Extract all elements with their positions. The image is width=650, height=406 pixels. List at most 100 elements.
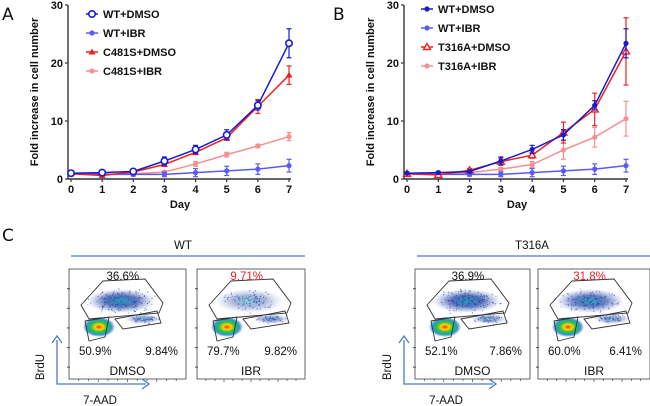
- panel-label-b: B: [333, 5, 345, 25]
- data-point: [255, 166, 261, 172]
- g1-gate: [553, 316, 579, 342]
- x-tick-label: 6: [255, 184, 261, 196]
- x-tick-label: 0: [404, 184, 410, 196]
- s-phase-gate: [426, 278, 510, 320]
- data-point: [498, 171, 504, 177]
- legend-item: WT+IBR: [421, 23, 481, 35]
- data-point: [498, 158, 504, 164]
- legend-item: WT+IBR: [86, 28, 146, 40]
- g2m-gate: [460, 310, 508, 330]
- series-line: [70, 42, 290, 174]
- chart-a-legend: WT+DMSO WT+IBR C481S+DMSO C481S+IBR: [86, 9, 177, 78]
- g1-gate: [84, 316, 110, 342]
- flow-axes-t316a: BrdU 7-AAD: [382, 334, 498, 406]
- data-point: [255, 143, 261, 149]
- chart-b-legend: WT+DMSO WT+IBR T316A+DMSO T316A+IBR: [421, 4, 511, 73]
- chart-b-axes: 0 1 2 3 4 5 6 7 0 10 20 30: [387, 0, 629, 196]
- g2m-percent: 6.41%: [609, 346, 642, 358]
- arrow-right-icon: [488, 378, 498, 390]
- x-tick-label: 4: [529, 184, 536, 196]
- data-point: [224, 152, 230, 158]
- g1-gate: [430, 316, 456, 342]
- chart-b-ylabel: Fold increase in cell number: [365, 17, 377, 166]
- y-tick-label: 0: [393, 174, 399, 186]
- series-wt-dmso: [67, 28, 293, 178]
- legend-item: WT+DMSO: [86, 9, 160, 21]
- s-phase-percent: 31.8%: [573, 271, 606, 283]
- y-tick-label: 20: [387, 58, 399, 70]
- legend-marker: [88, 48, 96, 55]
- legend-marker: [88, 10, 97, 19]
- g2m-cloud: [253, 314, 289, 324]
- g2m-gate: [114, 310, 162, 330]
- data-point: [435, 170, 441, 176]
- panel-label-a: A: [2, 5, 14, 25]
- s-phase-cloud: [215, 289, 283, 313]
- x-axis-label-7aad: 7-AAD: [429, 395, 463, 406]
- data-point: [286, 134, 292, 140]
- legend-item: C481S+DMSO: [86, 47, 177, 59]
- y-tick-label: 20: [51, 58, 63, 70]
- legend-marker: [424, 6, 430, 12]
- flow-axes-wt: BrdU 7-AAD: [35, 334, 151, 406]
- y-tick-label: 30: [51, 0, 63, 12]
- data-point: [67, 169, 76, 178]
- chart-a-ylabel: Fold increase in cell number: [29, 17, 41, 166]
- flow-plot-wt-ibr: 9.71% 79.7% 9.82%IBR: [195, 268, 306, 382]
- y-tick-label: 30: [387, 0, 399, 12]
- chart-a-xlabel: Day: [170, 199, 191, 211]
- data-point: [623, 116, 629, 122]
- flow-group-wt: WT: [71, 240, 305, 257]
- x-tick-label: 3: [161, 184, 167, 196]
- legend-marker: [89, 68, 95, 74]
- x-tick-label: 5: [224, 184, 230, 196]
- legend-item: T316A+DMSO: [421, 42, 511, 54]
- group-label-t316a: T316A: [515, 240, 549, 252]
- g1-percent: 79.7%: [207, 346, 240, 358]
- flow-plot-t316a-ibr: 31.8% 60.0% 6.41% IBR: [536, 268, 650, 382]
- s-phase-percent: 36.6%: [107, 271, 140, 283]
- data-point: [560, 147, 567, 153]
- y-axis-label-brdu: BrdU: [382, 354, 394, 380]
- x-tick-label: 4: [193, 184, 200, 196]
- condition-label: DMSO: [455, 364, 491, 378]
- g1-percent: 60.0%: [548, 346, 581, 358]
- x-tick-label: 1: [435, 184, 441, 196]
- series-c481s-dmso: [67, 65, 293, 179]
- legend-label: C481S+DMSO: [103, 47, 177, 59]
- chart-b: 0 1 2 3 4 5 6 7 0 10 20 30 WT+DMSO WT+IBR T316A+DMSO T…: [365, 0, 631, 211]
- legend-marker: [424, 25, 430, 31]
- legend-label: WT+IBR: [438, 23, 481, 35]
- condition-label: IBR: [584, 364, 604, 378]
- data-point: [404, 170, 410, 176]
- series-line: [406, 42, 627, 174]
- y-tick-label: 10: [51, 116, 63, 128]
- legend-marker: [424, 63, 430, 69]
- series-wt-dmso: [404, 28, 629, 176]
- data-point: [560, 132, 567, 138]
- s-phase-gate: [549, 278, 633, 320]
- g2m-percent: 7.86%: [489, 346, 522, 358]
- x-tick-label: 7: [286, 184, 292, 196]
- legend-item: T316A+IBR: [421, 61, 496, 73]
- data-point: [160, 157, 169, 166]
- g2m-cloud: [471, 314, 507, 324]
- legend-label: WT+IBR: [103, 28, 146, 40]
- s-phase-percent: 9.71%: [230, 271, 263, 283]
- legend-item: WT+DMSO: [421, 4, 495, 16]
- y-tick-label: 0: [57, 174, 63, 186]
- data-point: [529, 170, 535, 176]
- s-phase-cloud: [556, 289, 624, 313]
- condition-label: DMSO: [110, 364, 146, 378]
- data-point: [192, 161, 199, 167]
- arrow-right-icon: [141, 378, 151, 390]
- s-phase-percent: 36.9%: [452, 271, 485, 283]
- data-point: [592, 102, 598, 108]
- legend-label: C481S+IBR: [103, 66, 162, 78]
- data-point: [161, 171, 168, 177]
- legend-marker: [422, 42, 432, 51]
- data-point: [253, 101, 262, 110]
- x-tick-label: 2: [130, 184, 136, 196]
- legend-item: C481S+IBR: [86, 66, 162, 78]
